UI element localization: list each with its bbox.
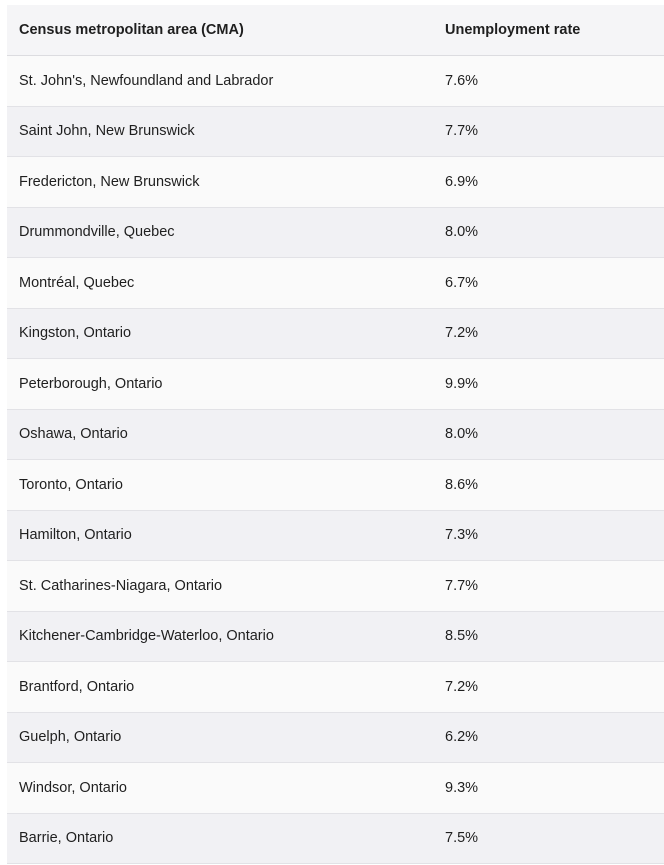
- header-row: Census metropolitan area (CMA) Unemploym…: [7, 5, 664, 56]
- table-row: St. Catharines-Niagara, Ontario 7.7%: [7, 560, 664, 612]
- unemployment-rate-cell: 7.7%: [433, 106, 664, 157]
- table-row: Montréal, Quebec 6.7%: [7, 257, 664, 309]
- cma-cell: Toronto, Ontario: [7, 459, 433, 511]
- table-row: Toronto, Ontario 8.6%: [7, 459, 664, 511]
- table-row: Saint John, New Brunswick 7.7%: [7, 106, 664, 157]
- cma-cell: Drummondville, Quebec: [7, 207, 433, 258]
- unemployment-rate-cell: 6.7%: [433, 257, 664, 309]
- table-row: Drummondville, Quebec 8.0%: [7, 207, 664, 258]
- table-header: Census metropolitan area (CMA) Unemploym…: [7, 5, 664, 56]
- cma-cell: Peterborough, Ontario: [7, 358, 433, 410]
- unemployment-rate-cell: 8.0%: [433, 409, 664, 460]
- unemployment-rate-cell: 7.6%: [433, 55, 664, 107]
- unemployment-rate-cell: 7.7%: [433, 560, 664, 612]
- cma-cell: Brantford, Ontario: [7, 661, 433, 713]
- cma-cell: Kingston, Ontario: [7, 308, 433, 359]
- unemployment-rate-cell: 7.3%: [433, 510, 664, 561]
- cma-cell: Barrie, Ontario: [7, 813, 433, 864]
- unemployment-rate-cell: 8.5%: [433, 611, 664, 662]
- unemployment-table: Census metropolitan area (CMA) Unemploym…: [7, 5, 664, 864]
- table-row: Fredericton, New Brunswick 6.9%: [7, 156, 664, 208]
- cma-cell: Hamilton, Ontario: [7, 510, 433, 561]
- cma-cell: Saint John, New Brunswick: [7, 106, 433, 157]
- cma-cell: Kitchener-Cambridge-Waterloo, Ontario: [7, 611, 433, 662]
- table-row: Barrie, Ontario 7.5%: [7, 813, 664, 864]
- cma-cell: Fredericton, New Brunswick: [7, 156, 433, 208]
- table-row: Kitchener-Cambridge-Waterloo, Ontario 8.5…: [7, 611, 664, 662]
- cma-cell: Guelph, Ontario: [7, 712, 433, 763]
- unemployment-rate-cell: 8.0%: [433, 207, 664, 258]
- table-row: Brantford, Ontario 7.2%: [7, 661, 664, 713]
- table-row: Oshawa, Ontario 8.0%: [7, 409, 664, 460]
- unemployment-rate-cell: 6.2%: [433, 712, 664, 763]
- unemployment-rate-cell: 7.2%: [433, 308, 664, 359]
- table-row: Kingston, Ontario 7.2%: [7, 308, 664, 359]
- unemployment-rate-cell: 9.9%: [433, 358, 664, 410]
- cma-cell: St. Catharines-Niagara, Ontario: [7, 560, 433, 612]
- header-unemployment-rate: Unemployment rate: [433, 5, 664, 56]
- header-cma: Census metropolitan area (CMA): [7, 5, 433, 56]
- unemployment-rate-cell: 7.5%: [433, 813, 664, 864]
- unemployment-rate-cell: 6.9%: [433, 156, 664, 208]
- cma-cell: Oshawa, Ontario: [7, 409, 433, 460]
- table-row: St. John's, Newfoundland and Labrador 7.6…: [7, 55, 664, 107]
- unemployment-rate-cell: 8.6%: [433, 459, 664, 511]
- unemployment-rate-cell: 9.3%: [433, 762, 664, 814]
- cma-cell: Montréal, Quebec: [7, 257, 433, 309]
- table-row: Guelph, Ontario 6.2%: [7, 712, 664, 763]
- unemployment-table-container: Census metropolitan area (CMA) Unemploym…: [7, 5, 664, 864]
- table-row: Hamilton, Ontario 7.3%: [7, 510, 664, 561]
- table-body: St. John's, Newfoundland and Labrador 7.6…: [7, 55, 664, 864]
- table-row: Windsor, Ontario 9.3%: [7, 762, 664, 814]
- cma-cell: Windsor, Ontario: [7, 762, 433, 814]
- table-row: Peterborough, Ontario 9.9%: [7, 358, 664, 410]
- unemployment-rate-cell: 7.2%: [433, 661, 664, 713]
- cma-cell: St. John's, Newfoundland and Labrador: [7, 55, 433, 107]
